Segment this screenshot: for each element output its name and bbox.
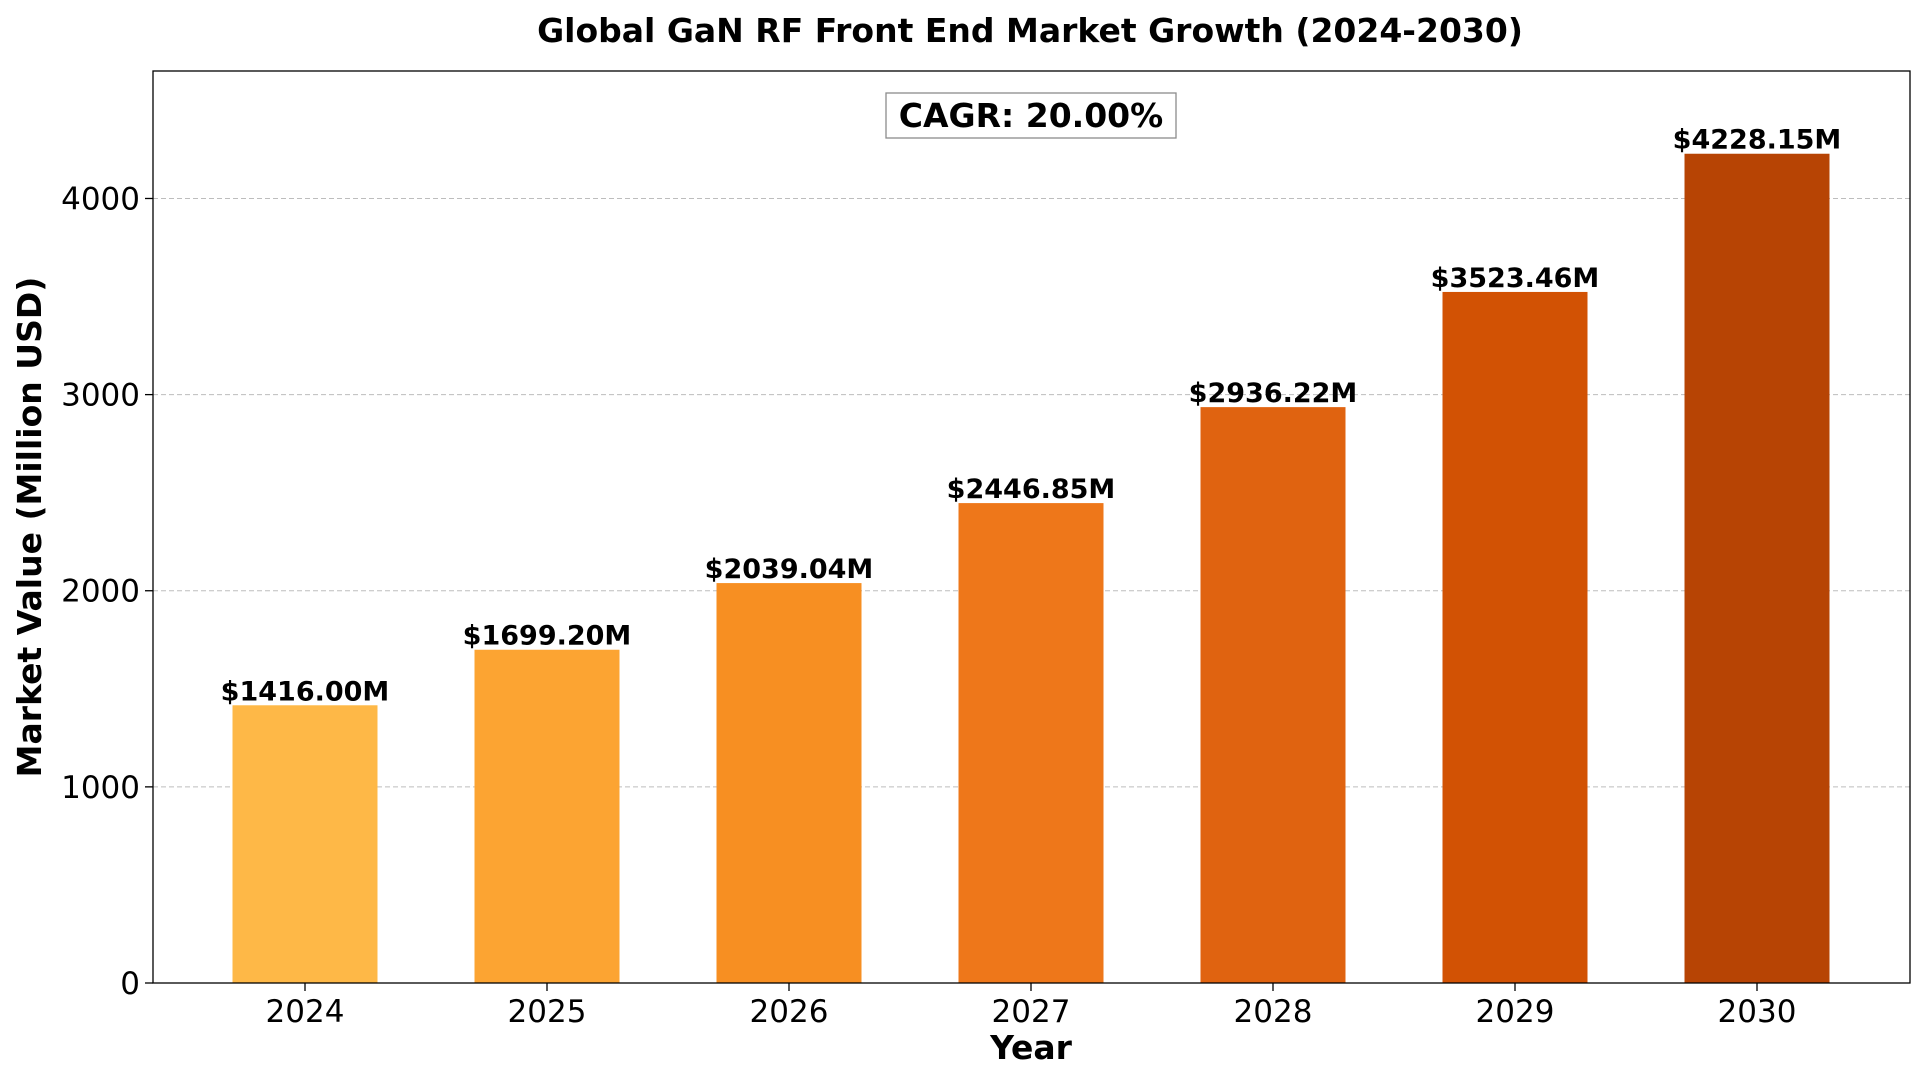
y-tick-label: 2000	[61, 574, 140, 610]
bar-2030	[1684, 153, 1830, 983]
cagr-text: CAGR: 20.00%	[899, 96, 1163, 135]
bar-2029	[1442, 291, 1588, 983]
x-axis-ticks: 2024 2025 2026 2027 2028 2029 2030	[266, 983, 1797, 1030]
y-tick-label: 1000	[61, 770, 140, 806]
y-tick-label: 3000	[61, 378, 140, 414]
chart-title: Global GaN RF Front End Market Growth (2…	[537, 11, 1523, 50]
bar-2026	[716, 583, 862, 983]
y-axis-ticks: 0 1000 2000 3000 4000	[61, 181, 153, 1002]
bar-value-label: $2446.85M	[947, 474, 1116, 505]
bars	[232, 153, 1830, 983]
y-tick-label: 0	[120, 966, 140, 1002]
x-tick-label: 2027	[992, 994, 1071, 1030]
bar-value-label: $4228.15M	[1673, 125, 1842, 156]
bar-2024	[232, 705, 378, 983]
bar-value-label: $1699.20M	[463, 621, 632, 652]
x-tick-label: 2025	[508, 994, 587, 1030]
cagr-box	[885, 92, 1177, 139]
bar-value-label: $2936.22M	[1189, 378, 1358, 409]
x-tick-label: 2026	[750, 994, 829, 1030]
x-tick-label: 2028	[1234, 994, 1313, 1030]
bar-value-label: $2039.04M	[705, 554, 874, 585]
bar-2025	[474, 649, 620, 983]
bar-value-label: $1416.00M	[221, 676, 390, 707]
y-axis-label: Market Value (Million USD)	[10, 277, 49, 778]
cagr-annotation: CAGR: 20.00%	[885, 92, 1177, 139]
x-tick-label: 2024	[266, 994, 345, 1030]
y-tick-label: 4000	[61, 181, 140, 217]
x-tick-label: 2030	[1718, 994, 1797, 1030]
gridlines	[153, 197, 1910, 788]
x-axis-label: Year	[989, 1028, 1073, 1067]
x-tick-label: 2029	[1476, 994, 1555, 1030]
data-labels: $1416.00M $1699.20M $2039.04M $2446.85M $293…	[221, 125, 1842, 708]
bar-2027	[958, 503, 1104, 983]
bar-value-label: $3523.46M	[1431, 263, 1600, 294]
bar-2028	[1200, 407, 1346, 983]
